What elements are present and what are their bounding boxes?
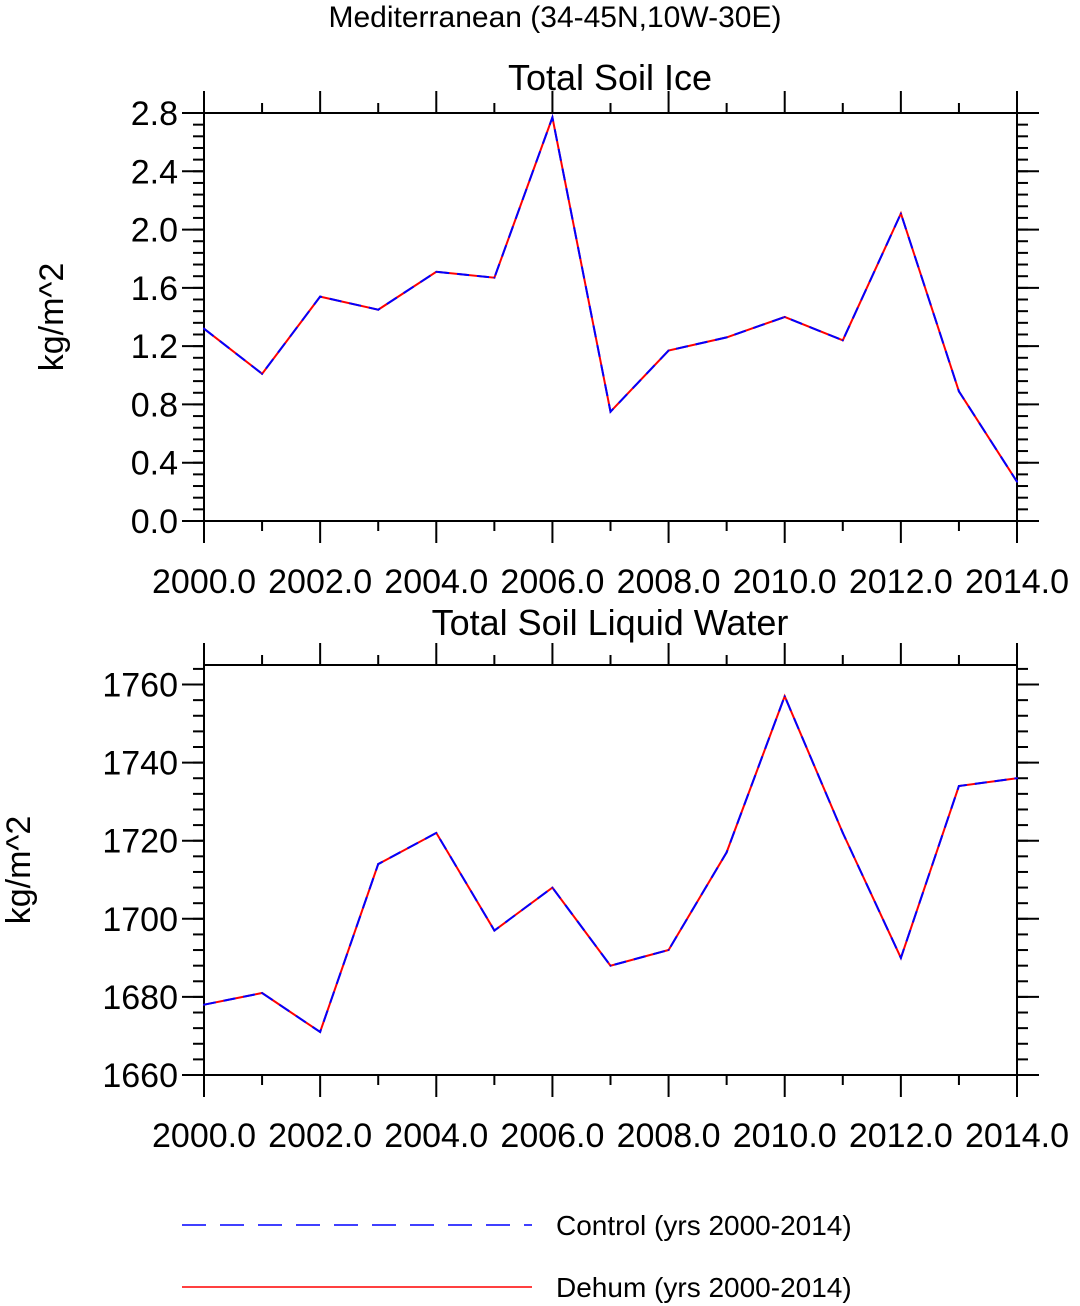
y-tick-label: 1740 bbox=[102, 745, 178, 783]
data-point-control bbox=[435, 270, 438, 273]
axes bbox=[182, 643, 1039, 1097]
data-point-control bbox=[1016, 777, 1018, 780]
data-point-control bbox=[377, 308, 380, 311]
y-tick-label: 1660 bbox=[102, 1057, 178, 1095]
data-point-control bbox=[783, 316, 786, 318]
data-point-control bbox=[725, 851, 728, 854]
data-point-control bbox=[725, 336, 728, 339]
panel-title: Total Soil Liquid Water bbox=[432, 602, 789, 643]
data-point-control bbox=[1016, 480, 1018, 483]
y-tick-label: 1680 bbox=[102, 979, 178, 1017]
main-title: Mediterranean (34-45N,10W-30E) bbox=[328, 1, 781, 34]
y-tick-label: 2.4 bbox=[131, 153, 178, 191]
x-tick-label: 2006.0 bbox=[500, 563, 604, 601]
data-point-control bbox=[667, 349, 670, 352]
data-point-control bbox=[899, 212, 902, 215]
data-point-control bbox=[609, 410, 612, 413]
data-point-control bbox=[319, 295, 322, 298]
panel-title: Total Soil Ice bbox=[508, 57, 712, 98]
panel-soil-ice: Total Soil Ice kg/m^2 2000.0 2002.0 2004.0… bbox=[33, 57, 1069, 601]
data-point-control bbox=[551, 886, 554, 889]
y-tick-label: 1760 bbox=[102, 667, 178, 705]
data-point-control bbox=[261, 992, 264, 994]
y-tick-label: 2.0 bbox=[131, 212, 178, 250]
y-axis-label: kg/m^2 bbox=[0, 816, 38, 925]
y-tick-label: 0.4 bbox=[131, 445, 178, 483]
series-line-dehum bbox=[203, 693, 1018, 1034]
x-tick-label: 2012.0 bbox=[849, 1117, 953, 1155]
x-tick-label: 2008.0 bbox=[617, 1117, 721, 1155]
x-tick-label: 2008.0 bbox=[617, 563, 721, 601]
series-line-control bbox=[203, 693, 1018, 1034]
data-point-control bbox=[841, 339, 844, 342]
x-tick-label: 2002.0 bbox=[268, 563, 372, 601]
y-tick-label: 1700 bbox=[102, 901, 178, 939]
y-tick-label: 2.8 bbox=[131, 95, 178, 133]
data-point-control bbox=[667, 949, 670, 952]
data-point-control bbox=[957, 390, 960, 393]
legend-label-dehum: Dehum (yrs 2000-2014) bbox=[556, 1272, 852, 1303]
data-point-control bbox=[493, 276, 496, 279]
x-tick-label: 2010.0 bbox=[733, 563, 837, 601]
x-tick-label: 2002.0 bbox=[268, 1117, 372, 1155]
data-point-control bbox=[841, 831, 844, 834]
data-point-control bbox=[551, 116, 554, 119]
y-axis-label: kg/m^2 bbox=[33, 263, 71, 372]
x-tick-label: 2012.0 bbox=[849, 563, 953, 601]
x-tick-label: 2014.0 bbox=[965, 1117, 1069, 1155]
data-point-control bbox=[435, 831, 438, 834]
data-point-control bbox=[203, 327, 205, 330]
axes bbox=[182, 91, 1039, 543]
data-point-control bbox=[783, 695, 786, 698]
series-line-dehum bbox=[203, 113, 1018, 483]
y-tick-label: 1.2 bbox=[131, 328, 178, 366]
y-tick-label: 1.6 bbox=[131, 270, 178, 308]
series-line-control bbox=[203, 113, 1018, 483]
y-tick-label: 0.8 bbox=[131, 386, 178, 424]
x-tick-label: 2006.0 bbox=[500, 1117, 604, 1155]
y-tick-label: 1720 bbox=[102, 823, 178, 861]
y-tick-label: 0.0 bbox=[131, 503, 178, 541]
panel-soil-liquid-water: Total Soil Liquid Water kg/m^2 2000.0 200… bbox=[0, 602, 1069, 1155]
data-point-control bbox=[957, 785, 960, 788]
legend-label-control: Control (yrs 2000-2014) bbox=[556, 1210, 852, 1241]
plot-frame bbox=[203, 112, 1018, 522]
x-tick-label: 2004.0 bbox=[384, 563, 488, 601]
x-tick-label: 2004.0 bbox=[384, 1117, 488, 1155]
x-tick-label: 2000.0 bbox=[152, 563, 256, 601]
data-point-control bbox=[319, 1031, 322, 1034]
data-point-control bbox=[261, 372, 264, 375]
data-point-control bbox=[203, 1003, 205, 1006]
data-point-control bbox=[493, 929, 496, 932]
x-tick-label: 2010.0 bbox=[733, 1117, 837, 1155]
legend: Control (yrs 2000-2014) Dehum (yrs 2000-… bbox=[182, 1210, 852, 1303]
x-tick-label: 2000.0 bbox=[152, 1117, 256, 1155]
data-point-control bbox=[899, 956, 902, 959]
data-point-control bbox=[377, 863, 380, 866]
x-tick-label: 2014.0 bbox=[965, 563, 1069, 601]
data-point-control bbox=[609, 964, 612, 967]
